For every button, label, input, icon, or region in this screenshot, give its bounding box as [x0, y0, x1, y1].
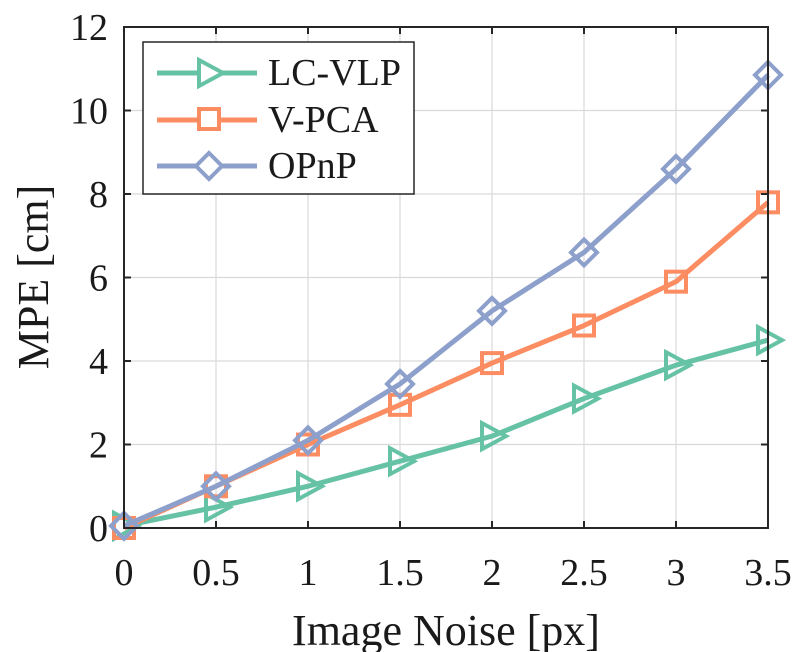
x-tick-label: 3.5: [744, 552, 792, 594]
data-point-lc-vlp: [296, 469, 327, 503]
x-tick-label: 0.5: [192, 552, 240, 594]
data-point-opnp: [568, 236, 600, 269]
legend-entry-lc-vlp: LC-VLP: [157, 52, 401, 94]
legend-label-opnp: OPnP: [268, 145, 357, 187]
tick-labels: 0 0.5 1 1.5 2 2.5 3 3.5 0 2 4 6 8 10 12: [70, 7, 792, 594]
legend: LC-VLP V-PCA OPnP: [142, 41, 415, 195]
data-point-lc-vlp: [756, 323, 787, 357]
data-point-lc-vlp: [204, 490, 235, 524]
legend-marker-v-pca: [197, 107, 221, 131]
data-point-lc-vlp: [664, 348, 695, 382]
data-point-v-pca: [204, 474, 228, 499]
legend-entry-v-pca: V-PCA: [157, 99, 379, 141]
data-point-opnp: [108, 510, 140, 542]
data-point-v-pca: [480, 351, 504, 376]
data-point-lc-vlp: [480, 419, 511, 453]
data-point-opnp: [200, 470, 232, 503]
data-point-opnp: [476, 295, 508, 327]
tick-marks: [123, 26, 769, 529]
x-tick-label: 1: [299, 552, 318, 594]
y-tick-label: 2: [89, 425, 108, 467]
y-tick-label: 10: [70, 91, 108, 133]
y-tick-label: 4: [89, 341, 108, 383]
x-tick-label: 2: [483, 552, 502, 594]
legend-label-v-pca: V-PCA: [268, 99, 379, 141]
series-line-opnp: [123, 73, 770, 529]
data-point-opnp: [292, 424, 324, 457]
x-tick-label: 3: [667, 552, 686, 594]
y-axis-title: MPE [cm]: [9, 185, 58, 370]
y-tick-label: 0: [89, 508, 108, 550]
series-opnp: [108, 59, 784, 542]
legend-label-lc-vlp: LC-VLP: [268, 52, 401, 94]
data-point-opnp: [384, 368, 416, 400]
data-point-lc-vlp: [388, 444, 419, 478]
data-point-opnp: [660, 153, 692, 185]
x-tick-label: 2.5: [560, 552, 608, 594]
y-tick-label: 6: [89, 258, 108, 300]
legend-entry-opnp: OPnP: [157, 145, 357, 187]
grid: [123, 26, 769, 529]
legend-marker-lc-vlp: [197, 56, 228, 90]
x-tick-label: 1.5: [376, 552, 424, 594]
series-lc-vlp: [112, 323, 787, 543]
x-axis-title: Image Noise [px]: [292, 606, 600, 652]
data-point-lc-vlp: [572, 382, 603, 415]
y-tick-label: 8: [89, 174, 108, 216]
series-line-lc-vlp: [123, 337, 769, 529]
data-point-v-pca: [572, 313, 596, 338]
series-layer: [108, 59, 787, 543]
y-tick-label: 12: [70, 7, 108, 49]
data-point-v-pca: [664, 269, 688, 294]
legend-marker-opnp: [193, 150, 225, 182]
x-tick-label: 0: [115, 552, 134, 594]
